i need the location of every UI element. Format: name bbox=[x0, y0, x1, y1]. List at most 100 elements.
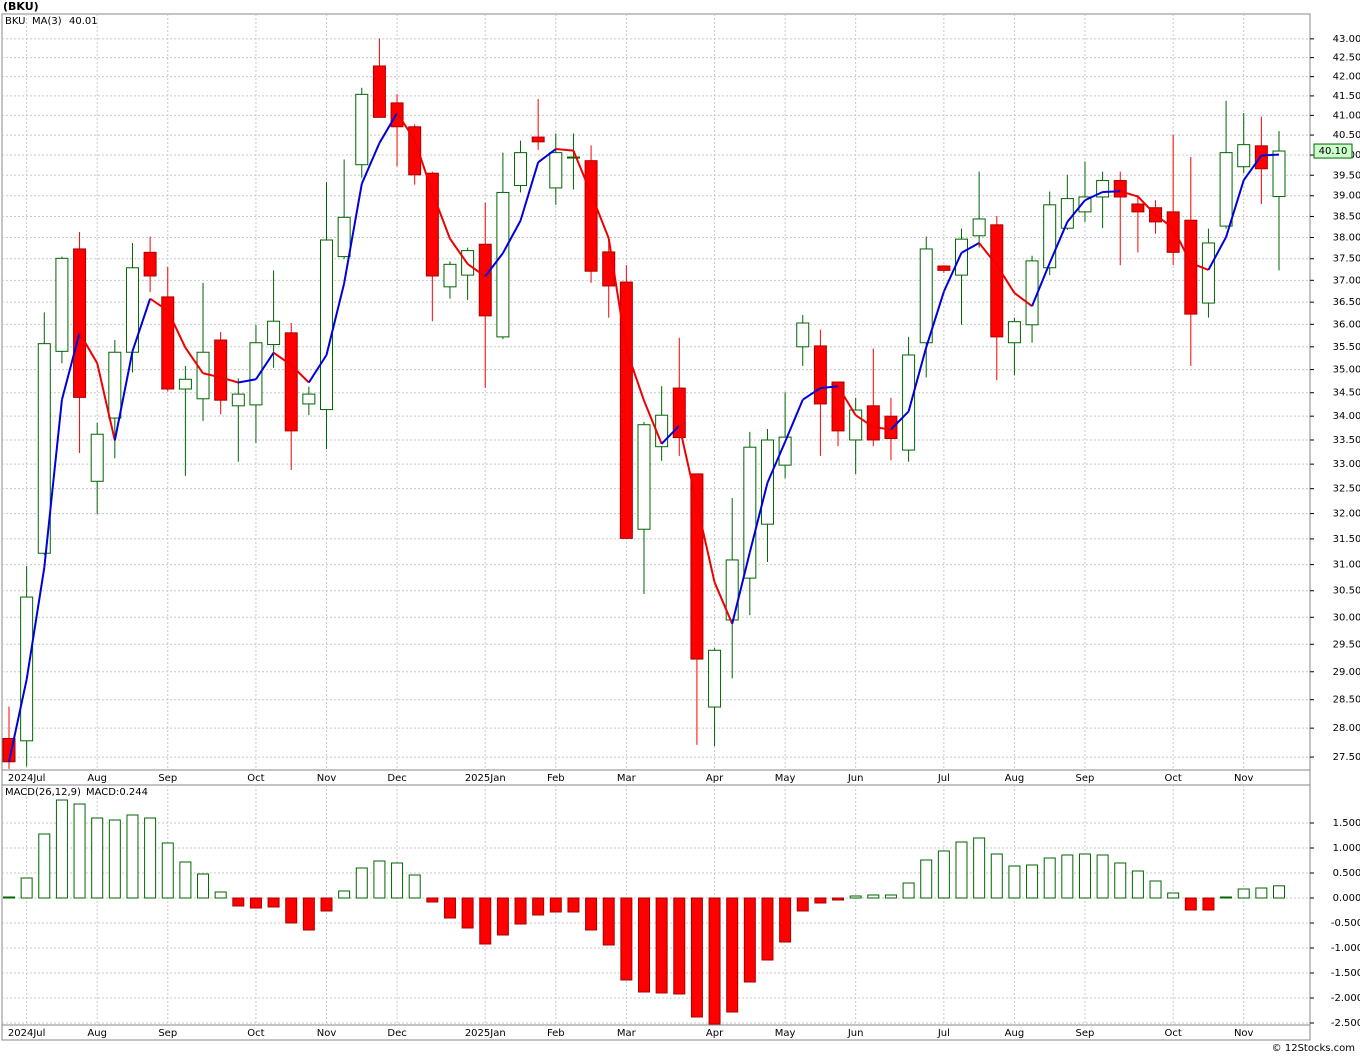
ma-segment bbox=[1137, 195, 1157, 216]
macd-bar bbox=[638, 897, 650, 993]
macd-bar bbox=[1026, 864, 1039, 899]
ma-segment bbox=[8, 679, 28, 762]
x-tick-label: Nov bbox=[317, 1028, 337, 1039]
candle-body bbox=[1219, 152, 1233, 227]
ma-segment bbox=[1154, 213, 1174, 229]
y-tick-label: 31.50 bbox=[1333, 534, 1360, 545]
x-tick-label: Jun bbox=[847, 1028, 864, 1039]
x-tick-label: Aug bbox=[1005, 773, 1025, 784]
x-tick-label: Jun bbox=[847, 773, 864, 784]
macd-bar bbox=[338, 890, 351, 899]
date-band bbox=[1, 1024, 1311, 1041]
candle-body bbox=[1025, 260, 1039, 326]
ma-segment bbox=[1261, 153, 1280, 157]
candle-body bbox=[566, 156, 580, 159]
macd-bar bbox=[796, 897, 809, 912]
candle-body bbox=[584, 160, 598, 272]
x-tick-label: Apr bbox=[706, 1028, 724, 1039]
ma-segment bbox=[925, 291, 945, 348]
ma-segment bbox=[1084, 191, 1104, 202]
ma-segment bbox=[131, 298, 152, 352]
macd-bar bbox=[1114, 862, 1127, 899]
ma-segment bbox=[113, 351, 134, 441]
y-tick-label: 30.50 bbox=[1333, 586, 1360, 597]
y-tick-label: 34.00 bbox=[1333, 411, 1360, 422]
macd-bar bbox=[1202, 897, 1215, 911]
candle-body bbox=[478, 243, 492, 317]
ma-segment bbox=[820, 385, 839, 390]
ma-segment bbox=[660, 424, 680, 445]
macd-bar bbox=[249, 897, 262, 909]
candle-body bbox=[796, 322, 810, 348]
macd-bar bbox=[496, 897, 509, 936]
x-tick-label: Feb bbox=[547, 773, 565, 784]
ma-segment bbox=[396, 112, 416, 141]
macd-bar bbox=[38, 833, 51, 899]
x-tick-label: Nov bbox=[1234, 773, 1254, 784]
ma-segment bbox=[1066, 199, 1086, 223]
x-tick-label: 2024Jul bbox=[8, 1028, 46, 1039]
ma-segment bbox=[607, 238, 628, 350]
x-tick-label: Sep bbox=[1076, 1028, 1095, 1039]
y-tick-label: 35.50 bbox=[1333, 342, 1360, 353]
candle-body bbox=[20, 596, 34, 742]
ma-segment bbox=[1242, 154, 1263, 181]
ma-segment bbox=[1190, 262, 1209, 271]
macd-bar bbox=[355, 867, 368, 899]
candle-body bbox=[1237, 144, 1251, 168]
legend-ma-name: MA(3) bbox=[32, 16, 62, 27]
candle-body bbox=[408, 126, 422, 176]
x-tick-label: Apr bbox=[706, 773, 724, 784]
macd-bar bbox=[197, 873, 210, 899]
ma-segment bbox=[519, 162, 540, 221]
macd-bar bbox=[144, 817, 157, 899]
candle-body bbox=[866, 405, 880, 441]
x-tick-label: 2025Jan bbox=[465, 1028, 506, 1039]
macd-bar bbox=[408, 874, 421, 899]
macd-bar bbox=[1237, 888, 1250, 899]
x-tick-label: Oct bbox=[247, 1028, 264, 1039]
candle-body bbox=[672, 387, 686, 439]
y-tick-label: 31.00 bbox=[1333, 560, 1360, 571]
ma-segment bbox=[378, 112, 398, 144]
y-tick-label: -2.500 bbox=[1331, 1018, 1360, 1029]
ma-segment bbox=[360, 142, 381, 185]
ma-segment bbox=[467, 263, 486, 278]
candle-body bbox=[1166, 211, 1180, 253]
macd-bar bbox=[673, 897, 686, 995]
macd-bar bbox=[814, 897, 827, 904]
x-tick-label: Dec bbox=[387, 1028, 406, 1039]
macd-bar bbox=[849, 895, 862, 899]
candle-body bbox=[355, 93, 369, 166]
candle-body bbox=[143, 251, 157, 277]
y-tick-label: 29.00 bbox=[1333, 667, 1360, 678]
ma-segment bbox=[678, 425, 698, 505]
candle-body bbox=[196, 351, 210, 400]
y-tick-label: 39.00 bbox=[1333, 191, 1360, 202]
candle-body bbox=[284, 332, 298, 432]
candle-body bbox=[178, 378, 192, 390]
ma-segment bbox=[873, 426, 892, 431]
ma-segment bbox=[273, 351, 292, 366]
macd-bar bbox=[955, 841, 968, 899]
candle-body bbox=[231, 393, 245, 407]
x-tick-label: Aug bbox=[1005, 1028, 1025, 1039]
ma-segment bbox=[290, 364, 310, 384]
y-tick-label: -0.500 bbox=[1331, 918, 1360, 929]
ma-segment bbox=[766, 441, 787, 484]
y-tick-label: 1.500 bbox=[1333, 818, 1360, 829]
candle-body bbox=[937, 265, 951, 271]
x-tick-label: May bbox=[775, 1028, 796, 1039]
y-tick-label: 42.50 bbox=[1333, 53, 1360, 64]
macd-bar bbox=[655, 897, 668, 994]
ma-segment bbox=[748, 482, 769, 553]
y-tick-label: -1.000 bbox=[1331, 943, 1360, 954]
candle-body bbox=[425, 172, 439, 277]
ma-segment bbox=[1119, 190, 1139, 198]
ma-segment bbox=[184, 347, 204, 374]
candle-body bbox=[1113, 180, 1127, 198]
ma-segment bbox=[255, 352, 275, 380]
y-tick-label: 0.000 bbox=[1333, 893, 1360, 904]
candle-body bbox=[302, 393, 316, 405]
